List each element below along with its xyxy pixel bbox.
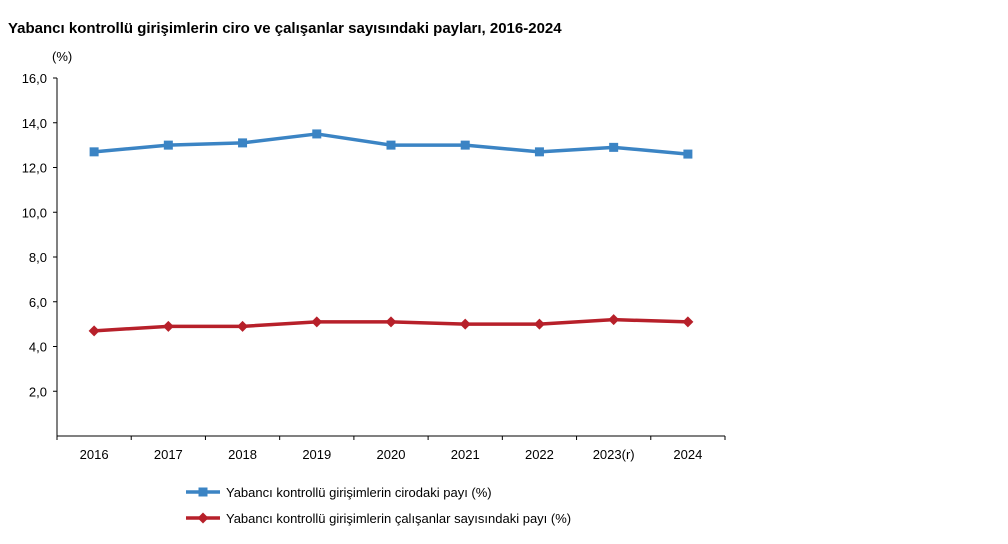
x-axis-ticks: 2016 2017 2018 2019 2020 2021 2022 2023(r) 2024 [56,436,726,462]
legend-marker [198,487,208,497]
x-tick-label: 2019 [302,447,331,462]
data-point [459,318,471,330]
y-tick-label: 10,0 [22,205,47,220]
y-tick-label: 4,0 [29,340,47,355]
y-tick-label: 12,0 [22,161,47,176]
data-point [89,147,99,157]
y-tick-label: 8,0 [29,250,47,265]
y-tick-label: 6,0 [29,295,47,310]
data-point [88,325,100,337]
chart-series [88,129,694,337]
data-point [608,314,620,326]
data-point [238,138,248,148]
data-point [534,147,544,157]
data-point [311,316,323,328]
y-tick-label: 2,0 [29,384,47,399]
x-tick-label: 2023(r) [593,447,635,462]
data-point [460,140,470,150]
data-point [386,140,396,150]
data-point [533,318,545,330]
data-point [237,320,249,332]
data-point [385,316,397,328]
x-tick-label: 2016 [80,447,109,462]
y-axis-ticks: 16,0 14,0 12,0 10,0 8,0 6,0 4,0 2,0 [22,71,57,399]
chart-legend: Yabancı kontrollü girişimlerin cirodaki … [186,485,571,526]
legend-label: Yabancı kontrollü girişimlerin cirodaki … [226,485,492,500]
x-tick-label: 2024 [673,447,702,462]
chart-axes [56,78,725,437]
x-tick-label: 2022 [525,447,554,462]
x-tick-label: 2020 [377,447,406,462]
y-axis-unit-label: (%) [52,49,72,64]
x-tick-label: 2021 [451,447,480,462]
y-tick-label: 14,0 [22,116,47,131]
legend-item-2: Yabancı kontrollü girişimlerin çalışanla… [186,511,571,526]
data-point [683,149,693,159]
data-point [682,316,694,328]
data-point [162,320,174,332]
chart-title: Yabancı kontrollü girişimlerin ciro ve ç… [8,20,562,37]
x-tick-label: 2017 [154,447,183,462]
legend-label: Yabancı kontrollü girişimlerin çalışanla… [226,511,571,526]
data-point [163,140,173,150]
legend-marker [197,512,209,524]
data-point [312,129,322,139]
series-2 [88,314,694,337]
y-tick-label: 16,0 [22,71,47,86]
legend-item-1: Yabancı kontrollü girişimlerin cirodaki … [186,485,492,500]
data-point [609,142,619,152]
x-tick-label: 2018 [228,447,257,462]
series-1 [89,129,693,159]
